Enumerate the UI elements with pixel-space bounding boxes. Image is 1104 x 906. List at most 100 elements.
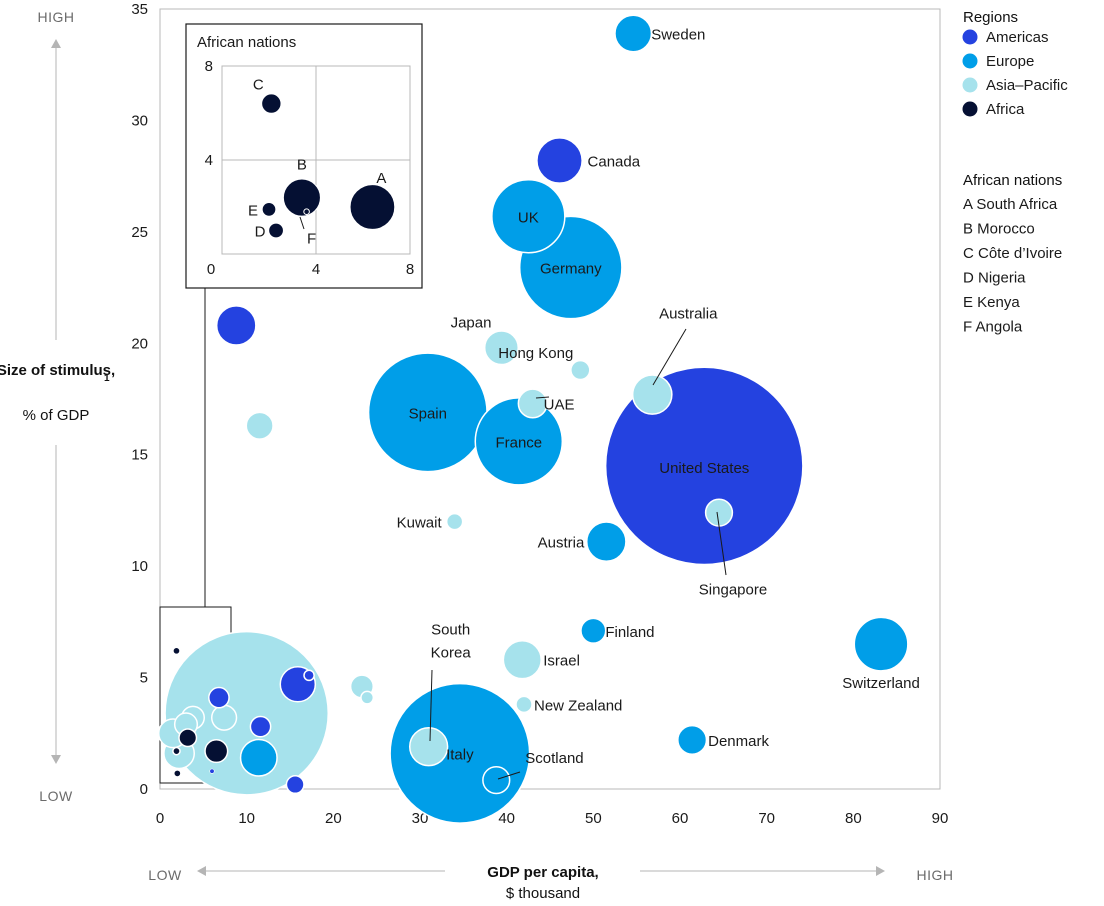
x-low-label: LOW [148,867,182,883]
bubble-japan [483,330,519,366]
label-south-korea: South Korea [431,622,472,662]
label-scotland: Scotland [525,750,583,767]
region-legend: Regions Americas Europe Asia–Pacific Africa [962,9,1068,118]
label-australia: Australia [659,306,718,323]
bubble-canada [536,137,583,184]
bubble-finland [580,617,607,644]
bubble-africa-34 [204,739,229,764]
x-tick-60: 60 [672,810,689,827]
bubble-africa-40 [172,646,181,656]
y-tick-0: 0 [140,781,148,798]
x-arrow-left-icon [197,866,206,876]
bubble-africa-38 [178,728,198,748]
legend-label-europe: Europe [986,53,1034,70]
label-kuwait: Kuwait [397,515,443,532]
label-germany: Germany [540,261,602,278]
bubble-uk [491,179,566,254]
bubble-africa-41 [172,746,181,756]
label-uk: UK [518,209,539,226]
y-tick-35: 35 [131,1,148,18]
inset-label-e: E [248,202,258,219]
bubble-israel [502,640,542,680]
y-tick-labels: 0 5 10 15 20 25 30 35 [131,1,148,798]
bubble-united-states [604,366,804,566]
inset-label-b: B [297,157,307,174]
bubble-europe-28 [239,738,278,777]
bubble-africa-42 [173,769,182,778]
inset-title: African nations [197,34,296,51]
inset-bubbles [261,93,396,239]
label-sweden: Sweden [651,27,705,44]
label-france: France [495,434,542,451]
bubble-australia [631,374,673,415]
leader-lines [429,328,727,780]
leader-south-korea [429,669,433,742]
bubble-americas-26 [303,669,315,682]
x-axis-title: GDP per capita, [487,864,598,881]
y-axis-unit: % of GDP [23,407,90,424]
legend-swatch-africa [962,101,978,117]
x-tick-90: 90 [932,810,949,827]
legend-swatch-americas [962,29,978,45]
leader-singapore [716,511,727,576]
inset-bubble-e [261,202,277,217]
label-united-states: United States [659,460,749,477]
bubble-labels: Sweden Canada UK Germany Japan Hong Kong Austr… [397,27,920,768]
african-legend-item-d-nigeria: D Nigeria [963,270,1026,287]
bubble-americas-32 [208,686,230,709]
y-arrow-up-icon [51,39,61,48]
legend-label-asia-pacific: Asia–Pacific [986,77,1068,94]
inset-y-tick-8: 8 [205,58,213,75]
x-tick-10: 10 [238,810,255,827]
inset-bubble-f [303,208,310,215]
legend-swatch-europe [962,53,978,69]
x-tick-20: 20 [325,810,342,827]
leader-australia [652,328,687,386]
inset-bubble-c [261,93,282,114]
inset-bubble-a [349,184,396,230]
x-tick-50: 50 [585,810,602,827]
label-japan: Japan [451,315,492,332]
inset-label-d: D [255,224,266,241]
y-high-label: HIGH [38,9,75,25]
label-switzerland: Switzerland [842,675,920,692]
bubble-hong-kong [570,359,591,381]
y-axis-title: Size of stimulus, [0,362,115,379]
inset-x-tick-4: 4 [312,261,320,278]
inset-leader-f [299,216,305,230]
x-tick-40: 40 [498,810,515,827]
x-arrow-right-icon [876,866,885,876]
label-austria: Austria [538,535,585,552]
y-tick-10: 10 [131,558,148,575]
legend-title: Regions [963,9,1018,26]
label-denmark: Denmark [708,733,769,750]
bubble-asia-pacific-31 [360,690,375,705]
bubble-new-zealand [515,695,533,714]
inset-bubble-labels: A B C DE F [248,77,386,248]
african-nations-inset: African nations 0 4 8 4 8 A B C DE F [185,23,423,289]
african-legend-item-a-south-africa: A South Africa [963,196,1058,213]
bubble-scotland [482,765,511,795]
x-axis-unit: $ thousand [506,885,580,902]
inset-tick-labels: 0 4 8 4 8 [205,58,415,278]
bubble-south-korea [408,726,449,767]
african-legend-title: African nations [963,172,1062,189]
inset-x-tick-0: 0 [207,261,215,278]
y-tick-20: 20 [131,335,148,352]
inset-frame [185,23,423,289]
leader-uae [535,396,550,399]
bubble-uae [517,388,548,419]
bubble-americas-29 [285,775,305,795]
label-israel: Israel [543,653,580,670]
y-low-label: LOW [39,788,73,804]
x-tick-labels: 0 10 20 30 40 50 60 70 80 90 [156,810,949,827]
bubble-kuwait [445,512,464,531]
bubble-asia-pacific-23 [245,411,274,440]
inset-label-a: A [376,170,386,187]
inset-bubble-b [282,178,321,217]
y-tick-15: 15 [131,447,148,464]
label-singapore: Singapore [699,582,767,599]
y-tick-30: 30 [131,112,148,129]
